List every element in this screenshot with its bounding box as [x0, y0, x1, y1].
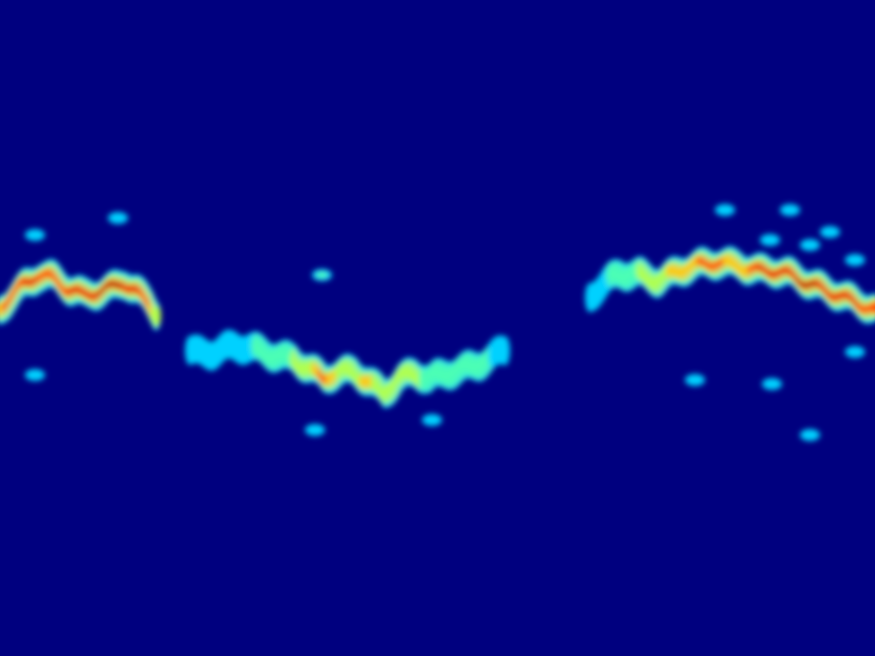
heatmap-blob [780, 204, 800, 216]
heatmap-blob [316, 272, 328, 278]
heatmap-cell [151, 305, 161, 327]
heatmap-blob [845, 254, 865, 266]
heatmap-blob [715, 204, 735, 216]
heatmap-bands [0, 204, 875, 441]
heatmap-blob [820, 226, 840, 238]
heatmap-blob [800, 239, 820, 251]
heatmap-blob [685, 374, 705, 386]
heatmap-blob [762, 378, 782, 390]
heatmap-blob [25, 369, 45, 381]
heatmap-blob [305, 424, 325, 436]
heatmap-blob [845, 346, 865, 358]
heatmap-blob [108, 212, 128, 224]
heatmap-blob [760, 234, 780, 246]
heatmap-cell [500, 336, 510, 366]
heatmap-blob [25, 229, 45, 241]
heatmap-cell [870, 301, 875, 314]
heatmap-blob [800, 429, 820, 441]
heatmap-blob [422, 414, 442, 426]
